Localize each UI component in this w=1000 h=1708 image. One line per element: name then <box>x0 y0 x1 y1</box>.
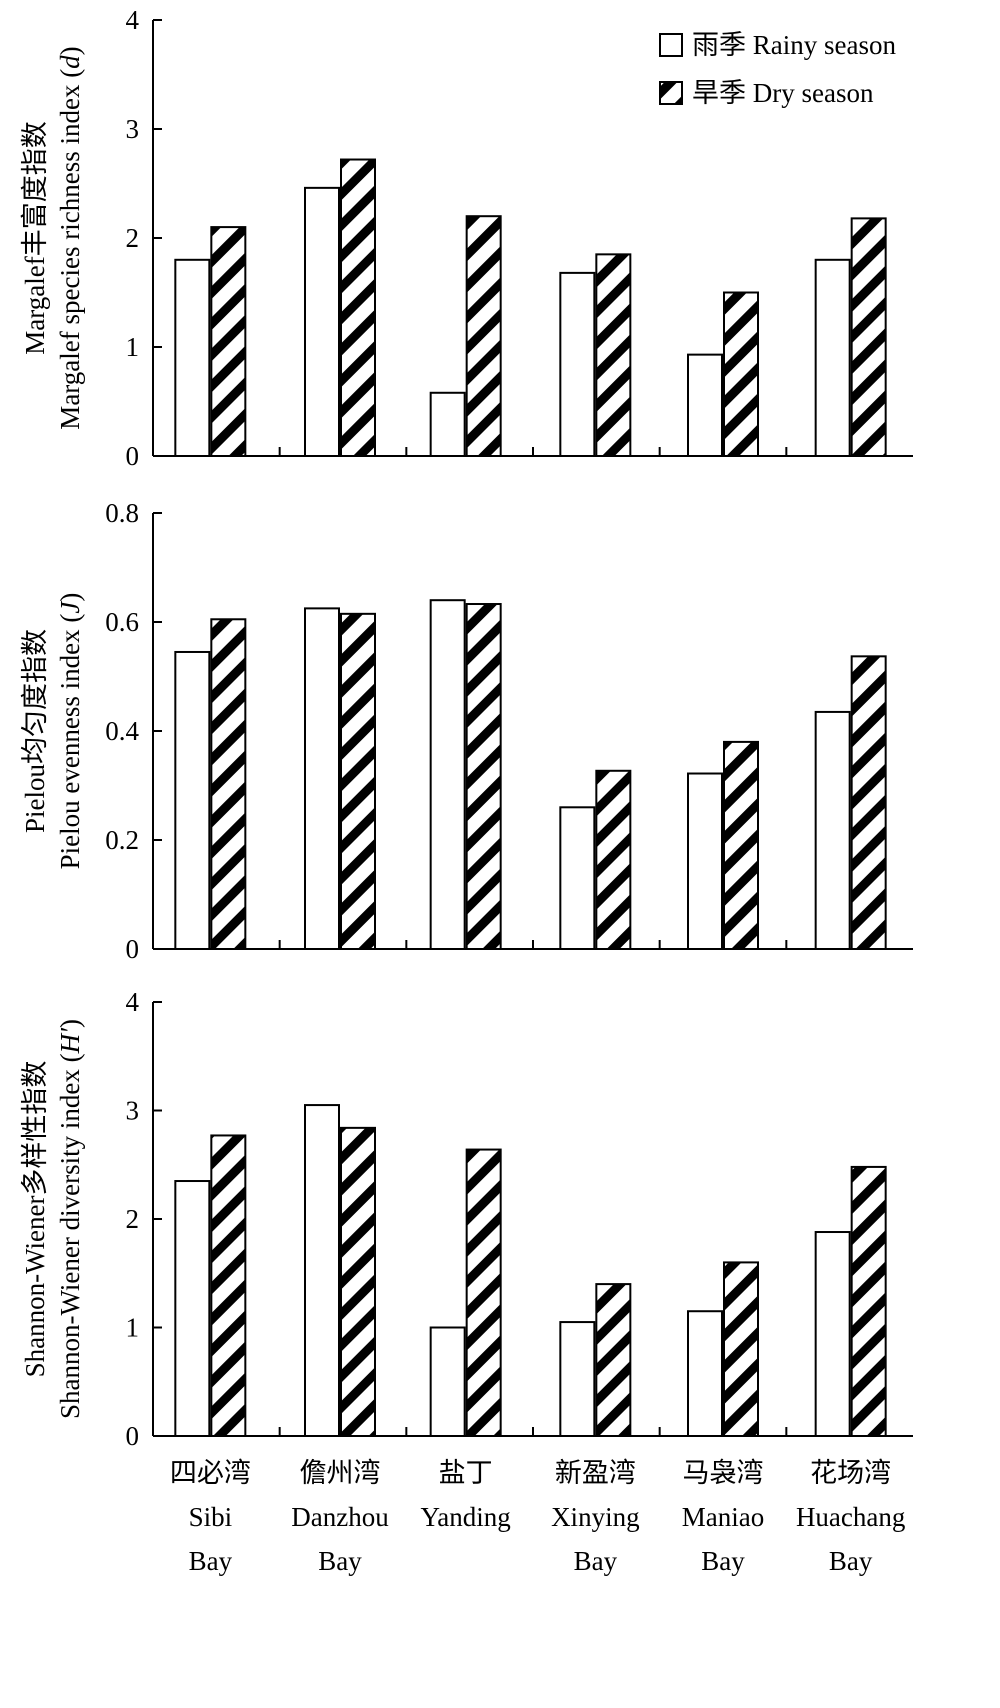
category-label-en: Huachang <box>796 1502 905 1532</box>
bar-rainy-6 <box>814 1231 851 1438</box>
bar-dry-6 <box>850 655 887 951</box>
bar-rainy-2 <box>304 186 340 458</box>
category-label-zh: 花场湾 <box>810 1458 891 1488</box>
category-label-bay: Bay <box>189 1546 233 1576</box>
bar-dry-2 <box>340 158 376 458</box>
bar-rainy-5 <box>687 1310 723 1437</box>
y-axis-label-zh: Pielou均匀度指数 <box>20 629 50 833</box>
panel-1: 0 1 2 3 4 Margalef丰富度指数 Margalef species richn… <box>20 5 913 471</box>
bar-rainy-3 <box>429 599 466 950</box>
bar-dry-3 <box>465 1148 502 1438</box>
y-tick-label: 4 <box>126 987 140 1017</box>
bar-rainy-1 <box>174 650 211 950</box>
category-label-en: Xinying <box>551 1502 640 1532</box>
legend: 雨季 Rainy season 旱季 Dry season <box>659 30 896 108</box>
bar-dry-3 <box>465 603 502 950</box>
category-labels: 四必湾 Sibi Bay 儋州湾 Danzhou Bay 盐丁 Yanding 新盈湾 Xinyi… <box>170 1458 906 1576</box>
y-tick-label: 1 <box>126 332 140 362</box>
bar-dry-2 <box>340 1126 376 1437</box>
bar-dry-4 <box>595 1283 632 1437</box>
panel-3: 0 1 2 3 4 Shannon-Wiener多样性指数 Shannon-Wiener d… <box>20 987 913 1451</box>
y-tick-label: 0 <box>126 441 140 471</box>
bar-dry-5 <box>723 740 759 951</box>
bar-rainy-2 <box>304 607 340 950</box>
bar-dry-2 <box>340 612 376 950</box>
y-axis-label-en: Margalef species richness index (d) <box>55 46 85 429</box>
y-axis-label-en: Shannon-Wiener diversity index (H′) <box>55 1019 85 1419</box>
y-tick-label: 0.4 <box>105 716 139 746</box>
category-label-bay: Bay <box>701 1546 745 1576</box>
bar-rainy-1 <box>174 1180 211 1438</box>
bar-rainy-3 <box>429 391 466 457</box>
bar-dry-4 <box>595 769 632 950</box>
y-tick-label: 0.6 <box>105 607 139 637</box>
bar-dry-1 <box>210 226 247 457</box>
bar-rainy-3 <box>429 1326 466 1437</box>
bar-dry-5 <box>723 1261 759 1438</box>
bar-rainy-4 <box>559 806 596 950</box>
category-label-en: Sibi <box>189 1502 233 1532</box>
category-label-zh: 四必湾 <box>170 1458 251 1488</box>
category-label-zh: 新盈湾 <box>555 1458 636 1488</box>
y-axis-label-en: Pielou evenness index (J) <box>55 593 85 870</box>
y-tick-label: 3 <box>126 1096 140 1126</box>
bar-dry-6 <box>850 217 887 457</box>
y-tick-label: 2 <box>126 1204 140 1234</box>
bar-dry-5 <box>723 291 759 457</box>
bar-dry-3 <box>465 215 502 457</box>
bar-rainy-5 <box>687 772 723 951</box>
bar-dry-1 <box>210 1134 247 1437</box>
y-tick-label: 0 <box>126 1421 140 1451</box>
category-label-zh: 盐丁 <box>439 1458 493 1488</box>
bar-rainy-5 <box>687 353 723 458</box>
y-tick-label: 2 <box>126 223 140 253</box>
category-label-zh: 儋州湾 <box>300 1458 381 1488</box>
category-label-bay: Bay <box>574 1546 618 1576</box>
category-label-en: Yanding <box>421 1502 511 1532</box>
y-tick-label: 4 <box>126 5 140 35</box>
y-tick-label: 3 <box>126 114 140 144</box>
y-tick-label: 0 <box>126 934 140 964</box>
y-axis-label-zh: Shannon-Wiener多样性指数 <box>20 1061 50 1378</box>
bar-rainy-6 <box>814 710 851 950</box>
y-tick-label: 1 <box>126 1313 140 1343</box>
bar-dry-6 <box>850 1165 887 1438</box>
legend-label-dry: 旱季 Dry season <box>692 78 874 108</box>
bar-rainy-4 <box>559 1321 596 1437</box>
panel-2: 0 0.2 0.4 0.6 0.8 Pielou均匀度指数 Pielou evenness … <box>20 498 913 964</box>
bar-rainy-6 <box>814 258 851 457</box>
bar-dry-1 <box>210 618 247 951</box>
y-tick-label: 0.8 <box>105 498 139 528</box>
y-tick-label: 0.2 <box>105 825 139 855</box>
category-label-en: Maniao <box>682 1502 764 1532</box>
bar-rainy-2 <box>304 1104 340 1437</box>
category-label-bay: Bay <box>829 1546 873 1576</box>
category-label-zh: 马袅湾 <box>683 1458 764 1488</box>
category-label-bay: Bay <box>318 1546 362 1576</box>
category-label-en: Danzhou <box>291 1502 389 1532</box>
bar-rainy-1 <box>174 258 211 457</box>
bar-dry-4 <box>595 253 632 457</box>
bar-rainy-4 <box>559 271 596 457</box>
legend-swatch-rainy <box>659 33 683 57</box>
legend-swatch-dry <box>659 81 683 105</box>
y-axis-label-zh: Margalef丰富度指数 <box>20 121 50 354</box>
legend-label-rainy: 雨季 Rainy season <box>692 30 896 60</box>
chart-panels: 0 1 2 3 4 Margalef丰富度指数 Margalef species richn… <box>20 5 913 1451</box>
